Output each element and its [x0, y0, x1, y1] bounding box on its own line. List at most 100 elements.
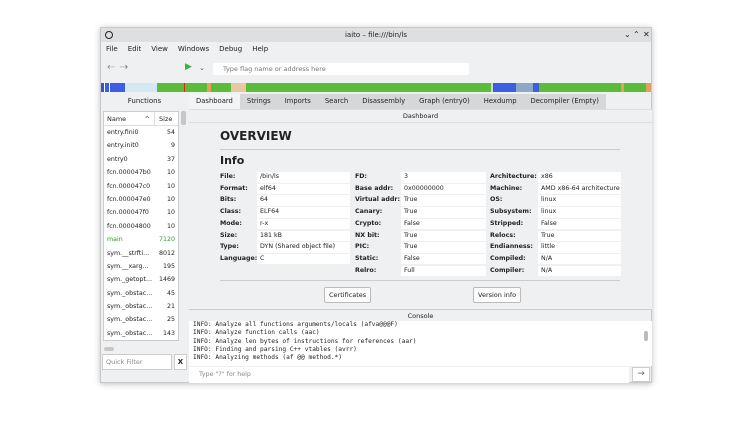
function-row[interactable]: fcn.000047b0 10 — [104, 166, 178, 179]
tab-dashboard[interactable]: Dashboard — [189, 94, 240, 109]
info-value: 181 kB — [257, 230, 350, 241]
forward-arrow-icon[interactable]: ⇢ — [120, 62, 129, 73]
section-map-bar[interactable] — [101, 83, 651, 92]
function-size: 10 — [166, 195, 175, 203]
function-name: sym.__strfti... — [107, 249, 150, 257]
maximize-button[interactable]: ⌃ — [633, 30, 640, 39]
console-line: INFO: Analyzing methods (af @@ method.*) — [193, 354, 343, 362]
vertical-scrollbar[interactable] — [181, 111, 186, 125]
menu-view[interactable]: View — [151, 45, 168, 53]
info-label: Language: — [220, 254, 258, 262]
function-name: fcn.000047b0 — [107, 169, 151, 177]
sort-ascending-icon: ^ — [144, 115, 150, 123]
version-info-button[interactable]: Version info — [473, 287, 522, 303]
info-value: N/A — [538, 253, 621, 265]
function-row[interactable]: main 7120 — [104, 233, 178, 246]
info-value: r-x — [257, 218, 350, 230]
function-name: sym._obstac... — [107, 303, 153, 311]
info-value: Full — [401, 265, 486, 277]
info-value: False — [401, 253, 486, 265]
function-row[interactable]: sym.__xarg... 195 — [104, 260, 178, 273]
minimize-button[interactable]: ⌄ — [624, 30, 631, 39]
info-value: False — [538, 218, 621, 230]
info-value: elf64 — [257, 183, 350, 195]
tab-hexdump[interactable]: Hexdump — [483, 97, 517, 105]
function-row[interactable]: entry.init0 9 — [104, 139, 178, 152]
function-name: sym._obstac... — [107, 329, 153, 337]
functions-title: Functions — [127, 97, 162, 105]
info-value: N/A — [538, 265, 621, 277]
close-button[interactable]: ✕ — [643, 30, 650, 39]
console-output: INFO: Analyze all functions arguments/lo… — [189, 321, 652, 366]
clear-filter-button[interactable]: X — [174, 354, 187, 370]
info-label: Stripped: — [490, 219, 524, 227]
tab-strings[interactable]: Strings — [246, 97, 271, 105]
menu-bar: File Edit View Windows Debug Help — [101, 43, 273, 56]
function-row[interactable]: sym._obstac... 45 — [104, 287, 178, 300]
tab-decompiler-empty-[interactable]: Decompiler (Empty) — [530, 97, 599, 105]
column-name[interactable]: Name ^ — [104, 112, 155, 125]
info-value: DYN (Shared object file) — [257, 242, 350, 253]
info-value: AMD x86-64 architecture — [538, 183, 621, 195]
function-row[interactable]: sym._obstac... 25 — [104, 313, 178, 326]
tab-imports[interactable]: Imports — [284, 97, 311, 105]
info-label: Type: — [220, 243, 239, 251]
tab-search[interactable]: Search — [324, 97, 349, 105]
function-row[interactable]: fcn.00004800 10 — [104, 220, 178, 233]
function-name: fcn.000047f0 — [107, 209, 149, 217]
dashboard-label: Dashboard — [189, 110, 652, 123]
function-row[interactable]: sym._obstac... 21 — [104, 300, 178, 313]
function-name: fcn.000047e0 — [107, 195, 151, 203]
info-value: linux — [538, 195, 621, 206]
info-label: Architecture: — [490, 173, 537, 180]
chevron-down-icon[interactable]: ⌄ — [199, 64, 205, 72]
console-line: INFO: Analyze len bytes of instructions … — [193, 337, 417, 345]
certificates-button[interactable]: Certificates — [324, 287, 372, 303]
tab-disassembly[interactable]: Disassembly — [362, 97, 406, 105]
menu-help[interactable]: Help — [252, 45, 269, 53]
send-arrow-icon[interactable]: → — [632, 367, 650, 382]
function-name: main — [107, 236, 123, 244]
function-row[interactable]: entry.fini0 54 — [104, 126, 178, 139]
console-scrollbar[interactable] — [644, 331, 648, 341]
column-size[interactable]: Size — [159, 115, 173, 123]
function-name: sym._getopt... — [107, 276, 152, 284]
info-label: OS: — [490, 196, 503, 204]
horizontal-scrollbar[interactable] — [104, 347, 114, 351]
function-row[interactable]: fcn.000047e0 10 — [104, 193, 178, 206]
console-input[interactable]: Type "?" for help — [189, 367, 629, 383]
menu-windows[interactable]: Windows — [177, 45, 210, 53]
function-name: entry.init0 — [107, 142, 139, 150]
function-name: entry.fini0 — [107, 129, 139, 136]
quick-filter-input[interactable]: Quick Filter — [102, 354, 172, 370]
function-size: 54 — [166, 129, 175, 136]
menu-file[interactable]: File — [106, 45, 118, 53]
function-size: 10 — [166, 209, 175, 217]
function-size: 21 — [166, 303, 175, 311]
info-label: Bits: — [220, 196, 237, 204]
info-value: little — [538, 242, 621, 253]
function-row[interactable]: entry0 37 — [104, 153, 178, 166]
function-row[interactable]: sym._getopt... 1469 — [104, 273, 178, 286]
address-input[interactable]: Type flag name or address here — [213, 63, 469, 75]
info-label: Size: — [220, 231, 238, 239]
info-label: Machine: — [490, 184, 523, 192]
function-row[interactable]: sym.__strfti... 8012 — [104, 247, 178, 260]
info-label: Subsystem: — [490, 208, 532, 216]
info-label: Mode: — [220, 219, 242, 227]
back-arrow-icon[interactable]: ⇠ — [107, 62, 116, 73]
menu-edit[interactable]: Edit — [127, 45, 142, 53]
info-value: /bin/ls — [257, 172, 350, 183]
function-row[interactable]: fcn.000047c0 10 — [104, 180, 178, 193]
toolbar: ⇠ ⇢ ▶ ⌄ Type flag name or address here — [101, 61, 651, 77]
info-label: Crypto: — [355, 219, 382, 227]
tab-graph-entry0-[interactable]: Graph (entry0) — [419, 97, 470, 105]
info-value: linux — [538, 207, 621, 218]
info-label: Relocs: — [490, 231, 516, 239]
function-row[interactable]: sym._obstac... 143 — [104, 327, 178, 340]
info-label: Relro: — [355, 266, 377, 274]
info-value: 64 — [257, 195, 350, 206]
function-row[interactable]: fcn.000047f0 10 — [104, 206, 178, 219]
play-icon[interactable]: ▶ — [185, 62, 192, 72]
menu-debug[interactable]: Debug — [219, 45, 243, 53]
